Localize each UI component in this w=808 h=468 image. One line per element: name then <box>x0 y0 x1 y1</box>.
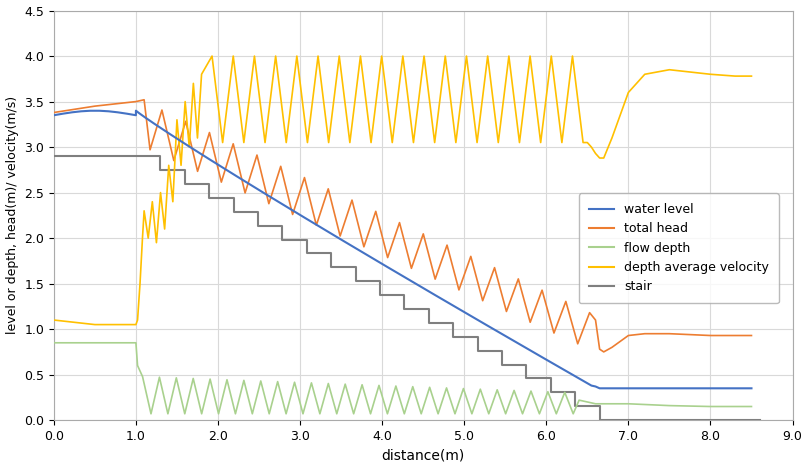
Legend: water level, total head, flow depth, depth average velocity, stair: water level, total head, flow depth, dep… <box>579 193 779 303</box>
X-axis label: distance(m): distance(m) <box>381 448 465 462</box>
Y-axis label: level or depth, head(m)/ velocity(m/s): level or depth, head(m)/ velocity(m/s) <box>6 96 19 335</box>
